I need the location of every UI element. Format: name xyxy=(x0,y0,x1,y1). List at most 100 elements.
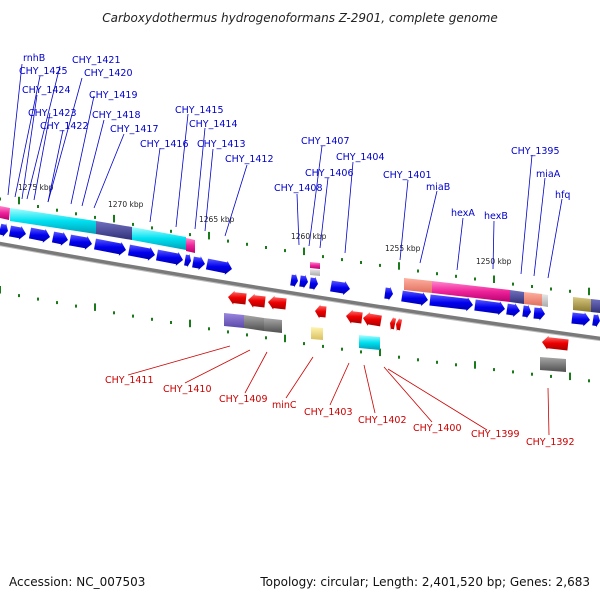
position-tick xyxy=(322,344,324,348)
position-tick xyxy=(417,358,419,362)
position-tick xyxy=(550,374,552,378)
gene-label: CHY_1421 xyxy=(72,55,121,66)
forward-gene xyxy=(156,249,183,266)
position-tick xyxy=(75,212,77,216)
forward-gene xyxy=(299,274,308,289)
scale-label: 1250 kbp xyxy=(476,257,512,266)
gene-label: CHY_1420 xyxy=(84,68,133,79)
position-tick xyxy=(94,303,96,311)
gene-label: CHY_1422 xyxy=(40,121,89,132)
position-tick xyxy=(37,297,39,301)
position-tick xyxy=(341,347,343,351)
position-tick xyxy=(398,355,400,359)
gene-label: CHY_1423 xyxy=(28,108,77,119)
position-tick xyxy=(436,272,438,276)
gene-label: miaB xyxy=(426,182,450,193)
forward-gene xyxy=(571,312,590,327)
position-tick xyxy=(132,314,134,318)
position-tick xyxy=(436,360,438,364)
position-tick xyxy=(455,274,457,278)
position-tick xyxy=(417,269,419,273)
reverse-gene xyxy=(228,290,247,305)
forward-gene xyxy=(506,303,520,317)
position-tick xyxy=(474,277,476,281)
position-tick xyxy=(360,261,362,264)
gene-label: CHY_1424 xyxy=(22,85,71,96)
position-tick xyxy=(227,330,229,334)
reverse-gene xyxy=(268,295,287,310)
gene-label: CHY_1412 xyxy=(225,154,274,165)
position-tick xyxy=(208,231,210,240)
position-tick xyxy=(18,294,20,298)
position-tick xyxy=(18,196,20,205)
scale-label: 1255 kbp xyxy=(385,244,421,253)
reverse-gene xyxy=(248,293,266,308)
gene-label: CHY_1406 xyxy=(305,168,354,179)
reverse-gene xyxy=(315,304,327,319)
forward-gene-labels: rnhB CHY_1425 CHY_1421 CHY_1420 CHY_1424… xyxy=(19,53,570,222)
position-tick xyxy=(379,348,381,357)
position-tick xyxy=(588,379,590,383)
topology-text: Topology: circular; Length: 2,401,520 bp… xyxy=(260,575,590,589)
map-title: Carboxydothermus hydrogenoformans Z-2901… xyxy=(102,11,498,25)
gene-label: minC xyxy=(272,400,297,411)
gene-label: CHY_1414 xyxy=(189,119,238,130)
forward-gene xyxy=(533,306,545,321)
position-tick xyxy=(56,301,58,305)
position-tick xyxy=(341,258,343,262)
gene-label: CHY_1418 xyxy=(92,110,141,121)
position-tick xyxy=(94,215,96,219)
position-tick xyxy=(0,197,1,201)
gene-label: CHY_1415 xyxy=(175,105,224,116)
forward-gene xyxy=(474,299,505,316)
gene-label: CHY_1403 xyxy=(304,407,353,418)
gene-label: rnhB xyxy=(23,53,45,64)
gene-label: CHY_1413 xyxy=(197,139,246,150)
position-tick xyxy=(189,319,191,328)
position-tick xyxy=(531,372,533,376)
forward-gene xyxy=(290,273,298,288)
forward-gene xyxy=(94,238,126,256)
position-tick xyxy=(37,205,39,208)
gene-label: CHY_1407 xyxy=(301,136,350,147)
position-tick xyxy=(113,214,115,223)
reverse-gene xyxy=(390,316,397,331)
reverse-gene-labels: CHY_1411 CHY_1410 CHY_1409 minC CHY_1403… xyxy=(105,375,575,448)
position-tick xyxy=(0,286,1,294)
gene-label: CHY_1408 xyxy=(274,183,323,194)
gene-label: hexA xyxy=(451,208,475,219)
position-tick xyxy=(227,239,229,243)
position-tick xyxy=(531,285,533,288)
forward-gene xyxy=(330,280,350,295)
forward-gene xyxy=(69,234,92,250)
forward-genes xyxy=(0,223,600,328)
scale-label: 1275 kbp xyxy=(18,183,54,192)
position-tick xyxy=(170,321,172,324)
forward-gene xyxy=(429,294,473,312)
gene-label: CHY_1419 xyxy=(89,90,138,101)
position-tick xyxy=(398,262,400,270)
scale-label: 1260 kbp xyxy=(291,232,327,241)
position-tick xyxy=(208,327,210,331)
position-tick xyxy=(322,255,324,259)
forward-gene xyxy=(522,304,531,319)
tick-rows xyxy=(0,196,590,383)
forward-gene xyxy=(192,256,205,270)
gene-label: miaA xyxy=(536,169,561,180)
gene-label: CHY_1425 xyxy=(19,66,68,77)
position-tick xyxy=(284,334,286,343)
forward-gene xyxy=(205,258,232,275)
gene-label: CHY_1417 xyxy=(110,124,159,135)
gene-label: CHY_1400 xyxy=(413,423,462,434)
gene-label: CHY_1399 xyxy=(471,429,520,440)
position-tick xyxy=(246,242,248,246)
forward-gene xyxy=(0,223,8,237)
reverse-leader-lines xyxy=(127,345,550,436)
forward-gene xyxy=(401,290,428,306)
position-tick xyxy=(455,363,457,367)
reverse-gene xyxy=(346,309,363,324)
scale-label: 1270 kbp xyxy=(108,200,144,209)
position-tick xyxy=(284,249,286,253)
cog-bars-reverse xyxy=(224,313,566,372)
position-tick xyxy=(303,342,305,346)
